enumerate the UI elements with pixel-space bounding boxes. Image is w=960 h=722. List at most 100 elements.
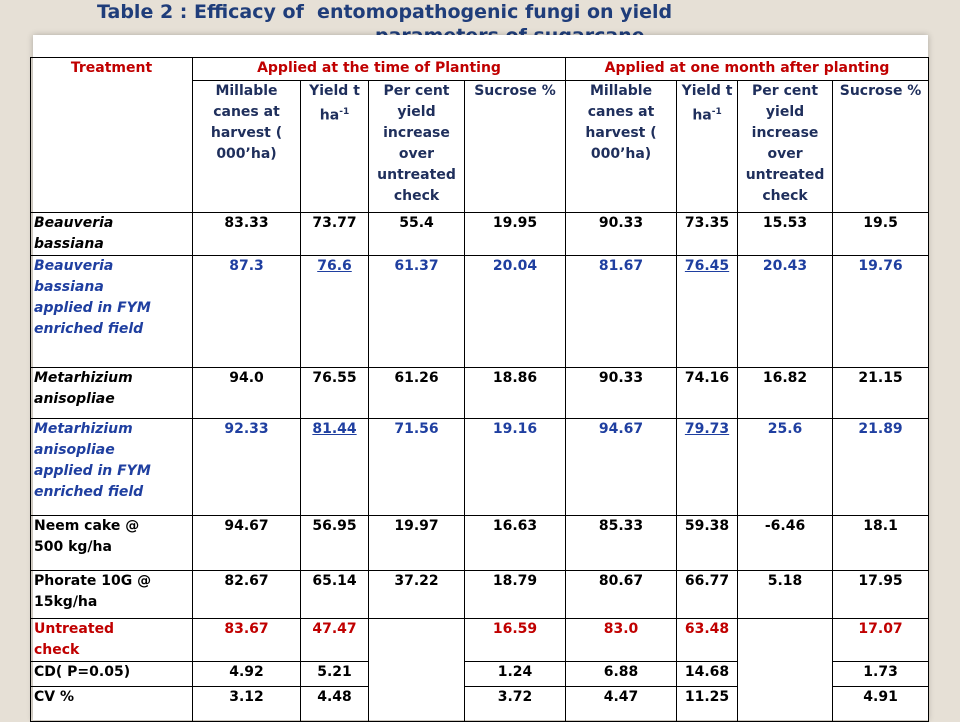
treatment-cell: Beauveria bassiana [30, 212, 193, 256]
table-row: Metarhizium anisopliae applied in FYM enric… [30, 418, 930, 516]
value-cell: 4.91 [832, 686, 930, 722]
value-cell: 37.22 [368, 570, 465, 619]
header-row: Millable canes at harvest ( 000’ha) Yield… [31, 80, 930, 213]
value-cell: 5.21 [300, 661, 369, 687]
column-header-text: Sucrose % [474, 83, 556, 99]
value-cell: 65.14 [300, 570, 369, 619]
data-table: Treatment Applied at the time of Planting… [30, 57, 930, 722]
value-cell: 4.47 [565, 686, 678, 722]
value-cell: 73.35 [676, 212, 739, 256]
treatment-line: 500 kg/ha [34, 539, 112, 555]
table-row: Phorate 10G @ 15kg/ha 82.67 65.14 37.22 18.79… [30, 570, 930, 619]
table-row: Beauveria bassiana 83.33 73.77 55.4 19.95 90.3… [30, 212, 930, 256]
value-cell: 21.15 [832, 367, 930, 419]
column-header: Millable canes at harvest ( 000’ha) [565, 80, 678, 213]
value-cell: 1.73 [832, 661, 930, 687]
treatment-line: Untreated [34, 621, 115, 637]
treatment-line: anisopliae [34, 442, 115, 458]
value-cell: 76.45 [676, 255, 739, 368]
title-line: Table 2 : Efficacy of entomopathogenic f… [97, 1, 673, 23]
value-cell: 61.26 [368, 367, 465, 419]
column-header-sup: -1 [711, 107, 722, 117]
value-cell: 92.33 [192, 418, 301, 516]
treatment-cell: Neem cake @ 500 kg/ha [30, 515, 193, 571]
value-cell: 18.79 [463, 570, 567, 619]
table-row: Metarhizium anisopliae 94.0 76.55 61.26 18.86… [30, 367, 930, 419]
value-cell: 19.16 [463, 418, 567, 516]
treatment-line: CD( P=0.05) [34, 664, 131, 680]
column-header-text: Per cent yield increase over untreated c… [745, 83, 825, 204]
value-cell: 79.73 [676, 418, 739, 516]
column-header: Millable canes at harvest ( 000’ha) [192, 80, 301, 213]
column-header: Sucrose % [832, 80, 930, 213]
value-cell: 6.88 [565, 661, 678, 687]
treatment-cell: CD( P=0.05) [30, 661, 193, 687]
column-header-text: Millable canes at harvest ( 000’ha) [210, 83, 283, 162]
value-cell: 76.55 [300, 367, 369, 419]
treatment-line: anisopliae [34, 391, 115, 407]
value-cell: 61.37 [368, 255, 465, 368]
value-cell: 16.63 [463, 515, 567, 571]
value-cell: 16.59 [463, 618, 567, 662]
treatment-cell: Untreated check [30, 618, 193, 662]
column-header: Per cent yield increase over untreated c… [368, 80, 465, 213]
value-cell: 94.0 [192, 367, 301, 419]
header-cell: Applied at one month after planting [565, 57, 930, 81]
value-cell: 16.82 [737, 367, 834, 419]
column-header: Yield t ha-1 [300, 80, 369, 213]
column-header: Per cent yield increase over untreated c… [737, 80, 834, 213]
value-cell: 94.67 [192, 515, 301, 571]
header-row: Treatment Applied at the time of Planting… [30, 57, 930, 213]
value-cell: 59.38 [676, 515, 739, 571]
value-cell: 47.47 [300, 618, 369, 662]
treatment-line: applied in FYM [34, 300, 151, 316]
treatment-cell: Metarhizium anisopliae applied in FYM enric… [30, 418, 193, 516]
value-cell: 25.6 [737, 418, 834, 516]
value-cell: 18.1 [832, 515, 930, 571]
value-cell: 11.25 [676, 686, 739, 722]
table-row: Neem cake @ 500 kg/ha 94.67 56.95 19.97 16.63… [30, 515, 930, 571]
column-header-sup: -1 [339, 107, 350, 117]
column-header-text: Per cent yield increase over untreated c… [377, 83, 456, 204]
column-header: Sucrose % [463, 80, 567, 213]
value-cell: 82.67 [192, 570, 301, 619]
value-cell: 81.44 [300, 418, 369, 516]
value-cell: 63.48 [676, 618, 739, 662]
treatment-line: CV % [34, 689, 75, 705]
column-header-text: Sucrose % [839, 83, 922, 99]
header-cell: Treatment [30, 57, 193, 213]
table-row: CV % 3.12 4.48 3.72 4.47 11.25 4.91 [30, 686, 930, 722]
value-cell: 66.77 [676, 570, 739, 619]
treatment-cell: Beauveria bassiana applied in FYM enriched … [30, 255, 193, 368]
value-cell: 87.3 [192, 255, 301, 368]
treatment-line: check [34, 642, 80, 658]
value-cell: 19.97 [368, 515, 465, 571]
value-cell: 85.33 [565, 515, 678, 571]
treatment-cell: CV % [30, 686, 193, 722]
value-cell: 4.92 [192, 661, 301, 687]
value-cell: 55.4 [368, 212, 465, 256]
value-cell: 19.95 [463, 212, 567, 256]
value-cell: 94.67 [565, 418, 678, 516]
treatment-line: bassiana [34, 236, 104, 252]
value-cell: 73.77 [300, 212, 369, 256]
value-cell: 19.76 [832, 255, 930, 368]
empty-cell [737, 618, 834, 722]
value-cell: 17.95 [832, 570, 930, 619]
header-cell: Applied at the time of Planting [191, 57, 567, 81]
treatment-line: enriched field [34, 484, 144, 500]
value-cell: 17.07 [832, 618, 930, 662]
value-cell: 3.72 [463, 686, 567, 722]
value-cell: -6.46 [737, 515, 834, 571]
table-row: Untreated check 83.67 47.47 16.59 83.0 63.48 17… [30, 618, 930, 722]
value-cell: 20.04 [463, 255, 567, 368]
value-cell: 56.95 [300, 515, 369, 571]
value-cell: 18.86 [463, 367, 567, 419]
column-header-text: Millable canes at harvest ( 000’ha) [585, 83, 657, 162]
value-cell: 3.12 [192, 686, 301, 722]
treatment-line: Beauveria [34, 215, 114, 231]
value-cell: 5.18 [737, 570, 834, 619]
column-header-text: Yield t ha [681, 83, 733, 124]
value-cell: 19.5 [832, 212, 930, 256]
empty-cell [368, 618, 465, 722]
